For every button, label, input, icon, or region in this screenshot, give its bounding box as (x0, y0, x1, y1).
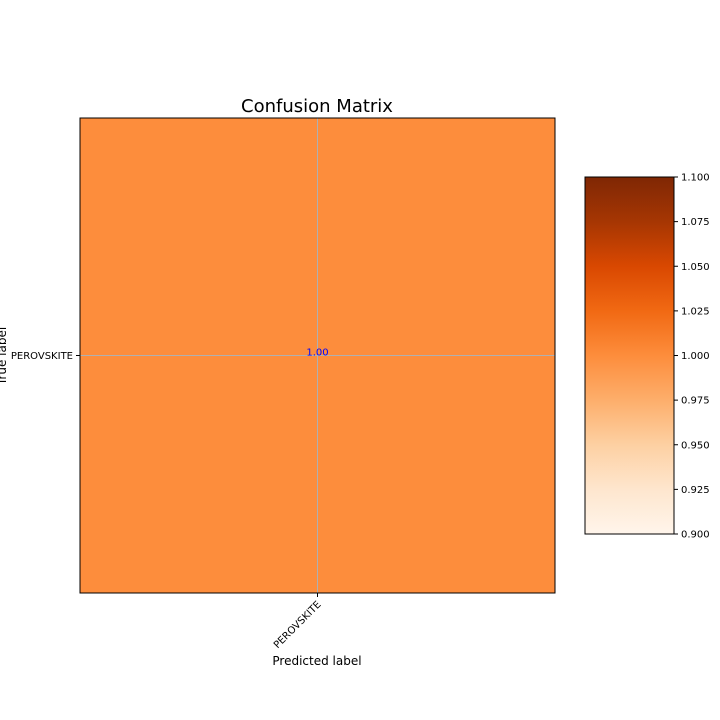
colorbar-tick-label: 0.950 (681, 440, 710, 451)
x-tick-label: PEROVSKITE (272, 599, 324, 651)
colorbar: 0.900 0.925 0.950 0.975 1.000 1.025 1.050 1.075… (584, 173, 710, 541)
y-axis-label: True label (0, 327, 9, 386)
colorbar-tick-label: 1.025 (681, 306, 710, 317)
colorbar-tick-label: 0.925 (681, 485, 710, 496)
heatmap-plot-area: 1.00 PEROVSKITE PEROVSKITE (11, 117, 556, 651)
colorbar-tick-label: 0.900 (681, 530, 710, 541)
colorbar-gradient (584, 176, 675, 535)
chart-title: Confusion Matrix (241, 96, 393, 117)
colorbar-tick-label: 1.000 (681, 351, 710, 362)
y-tick-label: PEROVSKITE (11, 351, 73, 362)
colorbar-tick-label: 1.050 (681, 262, 710, 273)
colorbar-tick-label: 1.075 (681, 217, 710, 228)
colorbar-tick-label: 1.100 (681, 173, 710, 184)
cell-value-label: 1.00 (306, 348, 328, 359)
colorbar-tick-label: 0.975 (681, 396, 710, 407)
x-axis-label: Predicted label (272, 654, 361, 668)
